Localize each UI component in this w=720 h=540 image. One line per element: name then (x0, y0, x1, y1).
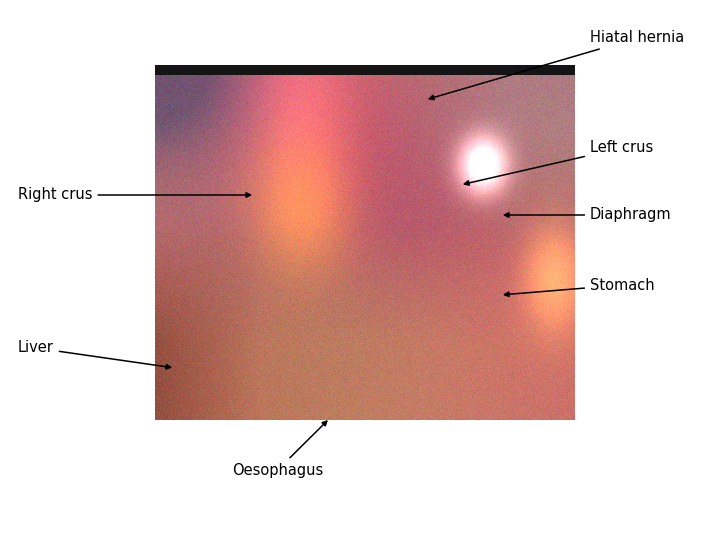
Text: Right crus: Right crus (18, 187, 251, 202)
Text: Stomach: Stomach (505, 278, 654, 296)
Text: Liver: Liver (18, 341, 171, 369)
Text: Diaphragm: Diaphragm (505, 207, 672, 222)
Text: Hiatal hernia: Hiatal hernia (429, 30, 684, 99)
Text: Oesophagus: Oesophagus (232, 421, 327, 477)
Text: Left crus: Left crus (464, 140, 653, 185)
